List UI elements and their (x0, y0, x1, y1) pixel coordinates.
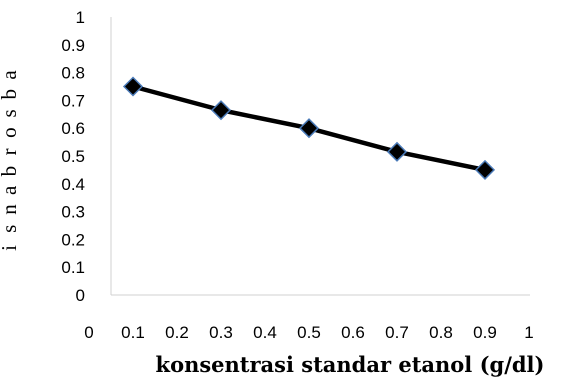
data-point (386, 141, 408, 162)
x-tick-label: 0.1 (121, 323, 145, 342)
x-tick-label: 1 (524, 323, 533, 342)
y-tick-label: 0.9 (61, 36, 85, 55)
y-axis-label-letter: n (0, 204, 21, 215)
data-point (210, 100, 232, 121)
x-tick-label: 0.2 (165, 323, 189, 342)
x-tick-label: 0.4 (253, 323, 277, 342)
y-axis-label-letter: i (0, 245, 21, 251)
y-tick-label: 0.8 (61, 64, 85, 83)
y-axis-label-letter: a (0, 70, 21, 80)
data-point (298, 118, 320, 139)
x-tick-labels: 0 0.1 0.2 0.3 0.4 0.5 0.6 0.7 0.8 0.9 1 (84, 323, 533, 342)
y-tick-label: 0.2 (61, 230, 85, 249)
y-axis-label-letter: s (0, 225, 21, 233)
y-tick-label: 0.6 (61, 119, 85, 138)
y-axis-label-letter: b (0, 89, 21, 100)
y-tick-labels: 0 0.1 0.2 0.3 0.4 0.5 0.6 0.7 0.8 0.9 1 (61, 8, 85, 305)
y-tick-label: 0.5 (61, 147, 85, 166)
y-axis-label-letter: s (0, 109, 21, 117)
y-tick-label: 0 (76, 286, 85, 305)
y-tick-label: 0.1 (61, 258, 85, 277)
x-tick-label: 0 (84, 323, 93, 342)
y-tick-label: 0.4 (61, 175, 85, 194)
y-tick-label: 0.3 (61, 203, 85, 222)
x-axis-label: konsentrasi standar etanol (g/dl) (156, 352, 545, 377)
data-point (122, 76, 144, 97)
x-tick-label: 0.8 (429, 323, 453, 342)
y-tick-label: 1 (76, 8, 85, 27)
x-tick-label: 0.7 (385, 323, 409, 342)
y-axis-label: absorbansi (0, 70, 21, 251)
y-axis-label-letter: a (0, 185, 21, 195)
x-tick-label: 0.6 (341, 323, 365, 342)
y-axis-label-letter: b (0, 166, 21, 177)
y-axis-label-letter: r (0, 148, 21, 155)
x-tick-label: 0.9 (473, 323, 497, 342)
x-tick-label: 0.3 (209, 323, 233, 342)
series (122, 76, 496, 180)
x-tick-label: 0.5 (297, 323, 321, 342)
y-tick-label: 0.7 (61, 91, 85, 110)
y-axis-label-letter: o (0, 127, 21, 138)
data-point (474, 159, 496, 180)
